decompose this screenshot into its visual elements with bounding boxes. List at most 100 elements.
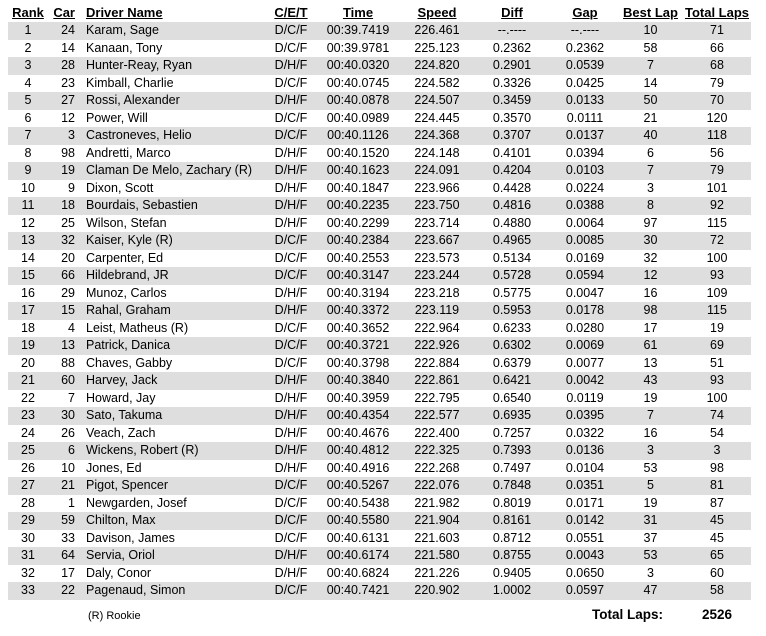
cell-car: 13 [61,338,75,352]
cell-gap: 0.0103 [565,163,605,177]
cell-car: 23 [61,75,75,90]
cell-gap: 0.0142 [565,513,605,527]
table-row: 33 22 Pagenaud, Simon D/C/F 00:40.7421 220.90… [8,582,751,600]
column-header-cet: C/E/T [274,4,308,20]
cell-cet: D/H/F [274,163,308,177]
cell-rank: 28 [21,495,35,510]
cell-gap: --.---- [570,23,600,37]
cell-cet: D/C/F [274,75,308,90]
cell-gap: 0.0594 [565,268,605,282]
cell-total: 69 [710,338,724,352]
cell-car: 3 [68,128,75,142]
cell-diff: 0.9405 [492,565,532,580]
cell-total: 71 [710,23,724,37]
cell-driver: Wilson, Stefan [86,215,167,230]
table-row: 18 4 Leist, Matheus (R) D/C/F 00:40.3652 222.… [8,320,751,338]
cell-total: 74 [710,408,724,422]
cell-driver: Jones, Ed [86,460,142,475]
cell-cet: D/H/F [274,565,308,580]
cell-best: 16 [643,285,658,300]
cell-car: 60 [61,373,75,387]
cell-rank: 27 [21,478,35,492]
cell-cet: D/C/F [274,268,308,282]
cell-total: 109 [706,285,728,300]
cell-diff: 0.4880 [492,215,532,230]
cell-rank: 20 [21,355,35,370]
cell-diff: 0.8755 [492,548,532,562]
cell-total: 120 [706,110,728,125]
cell-cet: D/C/F [274,355,308,370]
cell-gap: 0.0077 [565,355,605,370]
cell-speed: 222.400 [414,425,460,440]
cell-best: 61 [643,338,658,352]
cell-best: 7 [647,163,654,177]
cell-diff: --.---- [497,23,527,37]
table-row: 19 13 Patrick, Danica D/C/F 00:40.3721 222.92… [8,337,751,355]
cell-diff: 0.4816 [492,198,532,212]
cell-cet: D/H/F [274,180,308,195]
cell-speed: 225.123 [414,40,460,55]
cell-rank: 26 [21,460,35,475]
table-row: 28 1 Newgarden, Josef D/C/F 00:40.5438 221.98… [8,495,751,513]
cell-speed: 222.926 [414,338,460,352]
cell-total: 87 [710,495,724,510]
table-row: 25 6 Wickens, Robert (R) D/H/F 00:40.4812 222… [8,442,751,460]
cell-car: 15 [61,303,75,317]
cell-rank: 25 [21,443,35,457]
cell-rank: 22 [21,390,35,405]
cell-diff: 0.5134 [492,250,532,265]
table-row: 17 15 Rahal, Graham D/H/F 00:40.3372 223.119 0… [8,302,751,320]
cell-driver: Power, Will [86,110,148,125]
cell-speed: 223.119 [414,303,460,317]
header-row: Rank Car Driver Name C/E/T Time Speed Di… [8,2,751,22]
cell-speed: 224.820 [414,58,460,72]
table-row: 27 21 Pigot, Spencer D/C/F 00:40.5267 222.076… [8,477,751,495]
cell-time: 00:40.6131 [326,530,390,545]
cell-time: 00:40.0320 [326,58,390,72]
cell-rank: 32 [21,565,35,580]
cell-diff: 0.3326 [492,75,532,90]
cell-total: 79 [710,163,724,177]
cell-total: 3 [713,443,721,457]
cell-diff: 0.7848 [492,478,532,492]
cell-best: 40 [643,128,658,142]
cell-gap: 0.0539 [565,58,605,72]
table-header: Rank Car Driver Name C/E/T Time Speed Di… [8,2,751,22]
table-row: 20 88 Chaves, Gabby D/C/F 00:40.3798 222.884 0… [8,355,751,373]
cell-cet: D/C/F [274,513,308,527]
cell-total: 19 [710,320,724,335]
table-row: 23 30 Sato, Takuma D/H/F 00:40.4354 222.577 0.… [8,407,751,425]
cell-speed: 221.603 [414,530,460,545]
table-row: 22 7 Howard, Jay D/H/F 00:40.3959 222.795 0.65… [8,390,751,408]
cell-driver: Davison, James [86,530,175,545]
cell-total: 72 [710,233,724,247]
cell-time: 00:40.2384 [326,233,390,247]
table-row: 16 29 Munoz, Carlos D/H/F 00:40.3194 223.218 0… [8,285,751,303]
cell-best: 7 [647,408,654,422]
table-row: 32 17 Daly, Conor D/H/F 00:40.6824 221.226 0.9… [8,565,751,583]
cell-rank: 18 [21,320,35,335]
cell-total: 51 [710,355,724,370]
cell-rank: 31 [21,548,35,562]
table-row: 8 98 Andretti, Marco D/H/F 00:40.1520 224.148… [8,145,751,163]
cell-car: 4 [68,320,75,335]
cell-time: 00:40.2553 [326,250,390,265]
cell-driver: Rahal, Graham [86,303,171,317]
cell-total: 98 [710,460,724,475]
cell-driver: Hunter-Reay, Ryan [86,58,193,72]
cell-gap: 0.0394 [565,145,605,160]
column-header-time: Time [342,4,374,20]
cell-time: 00:39.7419 [326,23,390,37]
cell-driver: Rossi, Alexander [86,93,180,107]
cell-best: 47 [643,583,658,597]
cell-total: 58 [710,583,724,597]
cell-best: 3 [647,565,654,580]
cell-time: 00:40.4812 [326,443,390,457]
cell-rank: 24 [21,425,35,440]
cell-total: 92 [710,198,724,212]
table-row: 2 14 Kanaan, Tony D/C/F 00:39.9781 225.123 0.2… [8,40,751,58]
cell-cet: D/C/F [274,338,308,352]
cell-speed: 222.577 [414,408,460,422]
cell-rank: 15 [21,268,35,282]
table-row: 31 64 Servia, Oriol D/H/F 00:40.6174 221.580 0… [8,547,751,565]
